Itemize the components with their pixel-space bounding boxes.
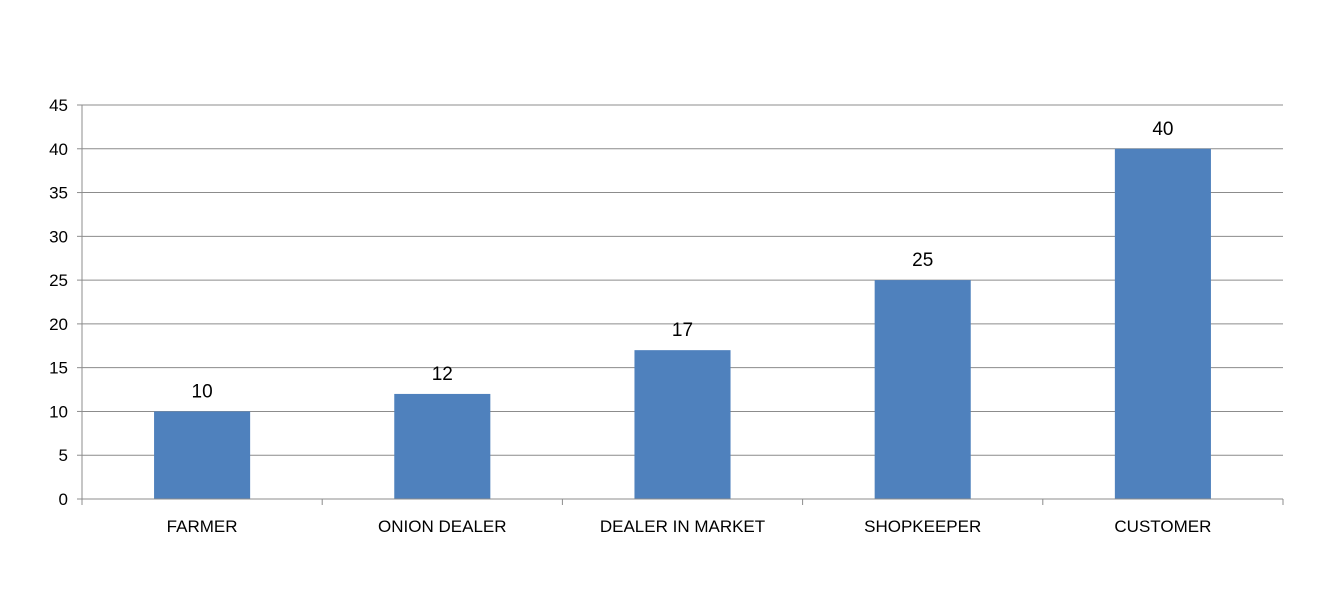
- data-label: 10: [192, 381, 213, 402]
- category-label: FARMER: [167, 517, 238, 536]
- y-tick-label: 5: [59, 446, 68, 465]
- category-labels: FARMER ONION DEALER DEALER IN MARKET SHOPKE…: [167, 517, 1212, 536]
- data-label: 17: [672, 320, 693, 341]
- gridlines: [82, 104, 1283, 456]
- bar-dealer-in-market: [634, 350, 731, 499]
- category-label: SHOPKEEPER: [864, 517, 981, 536]
- y-tick-labels: 0 5 10 15 20 25 30 35 40 45: [49, 96, 68, 509]
- axes: [77, 104, 1284, 505]
- data-label: 40: [1152, 119, 1173, 140]
- y-tick-label: 45: [49, 96, 68, 115]
- y-tick-label: 10: [49, 402, 68, 421]
- bar-onion-dealer: [394, 393, 491, 499]
- y-tick-label: 35: [49, 184, 68, 203]
- category-label: DEALER IN MARKET: [600, 517, 765, 536]
- bars: [154, 148, 1211, 499]
- data-labels: 10 12 17 25 40: [192, 119, 1174, 403]
- y-tick-label: 40: [49, 140, 68, 159]
- bar-farmer: [154, 411, 251, 499]
- data-label: 25: [912, 250, 933, 271]
- y-tick-label: 15: [49, 359, 68, 378]
- bar-customer: [1114, 148, 1211, 499]
- data-label: 12: [432, 364, 453, 385]
- y-tick-label: 20: [49, 315, 68, 334]
- y-tick-label: 30: [49, 227, 68, 246]
- category-label: ONION DEALER: [378, 517, 506, 536]
- y-tick-label: 0: [59, 490, 68, 509]
- bar-shopkeeper: [874, 280, 971, 499]
- category-label: CUSTOMER: [1114, 517, 1211, 536]
- y-tick-label: 25: [49, 271, 68, 290]
